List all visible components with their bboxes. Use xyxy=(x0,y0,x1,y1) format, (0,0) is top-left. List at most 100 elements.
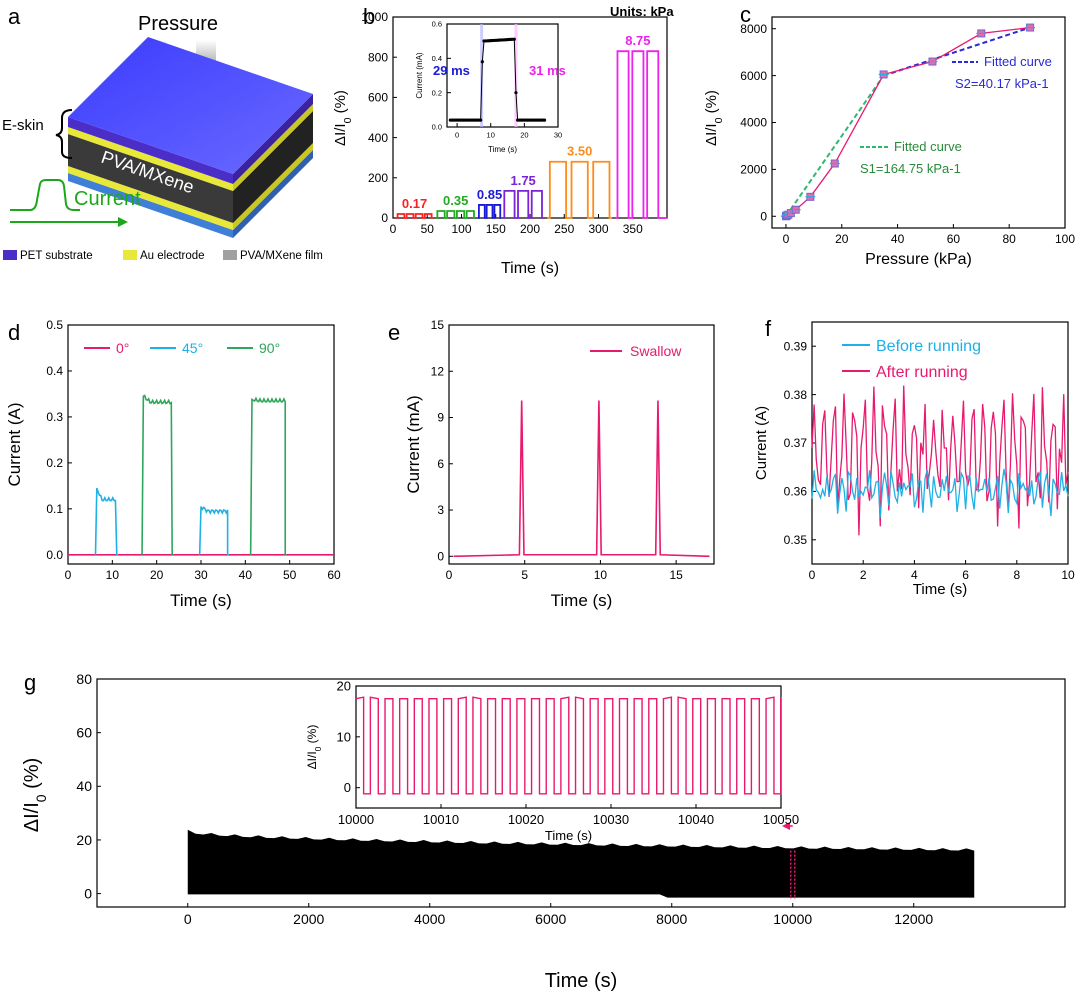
y-tick-label: 20 xyxy=(76,832,92,848)
y-tick-label: 0.5 xyxy=(46,318,63,332)
y-tick-label: 0 xyxy=(381,211,388,225)
legend-swatch-film xyxy=(223,250,237,260)
x-tick-label: 50 xyxy=(283,568,297,582)
inset-data-point xyxy=(542,118,547,122)
y-tick-label: 0.38 xyxy=(784,388,808,402)
current-label: Current xyxy=(74,188,141,210)
legend-label-au: Au electrode xyxy=(140,250,205,262)
y-axis-label: Current (A) xyxy=(753,406,770,480)
x-tick-label: 10000 xyxy=(338,812,374,827)
chart-f: 0 2 4 6 8 10 0.35 0.36 0.37 0.38 0.39 Time (s) Curre… xyxy=(753,321,1075,598)
pressure-step-label: 1.75 xyxy=(510,173,535,188)
inset-y-axis-label: ΔI/I0 (%) xyxy=(305,725,323,770)
chart-e: 0 5 10 15 0 3 6 9 12 15 Time (s) Current (mA) Swallo… xyxy=(404,318,715,610)
y-tick-label: 80 xyxy=(76,671,92,687)
y-axis-label: ΔI/I0 (%) xyxy=(332,90,354,146)
fit1-sensitivity: S1=164.75 kPa-1 xyxy=(860,161,961,176)
pressure-label: Pressure xyxy=(138,13,218,35)
y-tick-label: 40 xyxy=(76,778,92,794)
y-tick-label: 6000 xyxy=(740,69,767,83)
panel-letter-c: c xyxy=(740,2,751,27)
au-bottom-layer xyxy=(68,166,233,230)
x-tick-label: 50 xyxy=(421,222,435,236)
bending-response-segment xyxy=(249,396,287,556)
x-tick-label: 200 xyxy=(520,222,540,236)
x-tick-label: 8000 xyxy=(656,911,687,927)
y-axis-label: Current (mA) xyxy=(415,52,424,99)
y-tick-label: 0.3 xyxy=(46,410,63,424)
chart-g: 0 2000 4000 6000 8000 10000 12000 0 20 40 60 80 Time… xyxy=(21,671,1066,992)
panel-letter-g: g xyxy=(24,670,36,695)
x-tick-label: 10000 xyxy=(773,911,812,927)
plot-frame xyxy=(448,324,715,565)
x-tick-label: 0 xyxy=(446,568,453,582)
bending-response-segment xyxy=(94,487,119,556)
x-tick-label: 15 xyxy=(669,568,683,582)
rise-time-label: 29 ms xyxy=(433,63,470,78)
y-tick-label: 0.0 xyxy=(432,123,442,132)
legend-label: Swallow xyxy=(630,343,682,359)
pressure-step-series xyxy=(615,50,661,219)
legend-label: 90° xyxy=(259,340,280,356)
y-tick-label: 0.4 xyxy=(46,364,63,378)
x-tick-label: 10 xyxy=(1061,568,1075,582)
chart-b: 0 50 100 150 200 250 300 35002004006008001000Ti… xyxy=(332,10,668,277)
x-tick-label: 8 xyxy=(1013,568,1020,582)
panel-letter-b: b xyxy=(363,4,375,29)
y-axis-label: Current (mA) xyxy=(404,395,423,493)
fall-band xyxy=(514,24,518,127)
y-tick-label: 0.1 xyxy=(46,502,63,516)
marker-arrowhead xyxy=(782,822,790,830)
y-tick-label: 1000 xyxy=(361,10,388,24)
x-tick-label: 0 xyxy=(783,232,790,246)
cycling-envelope xyxy=(187,829,975,898)
y-tick-label: 200 xyxy=(368,171,388,185)
plot-frame xyxy=(446,23,559,128)
x-tick-label: 20 xyxy=(835,232,849,246)
x-tick-label: 10 xyxy=(487,131,495,140)
x-axis-label: Pressure (kPa) xyxy=(865,251,972,268)
fit2-sensitivity: S2=40.17 kPa-1 xyxy=(955,76,1049,91)
fit1-legend-label: Fitted curve xyxy=(894,139,962,154)
y-tick-label: 0.6 xyxy=(432,20,442,29)
x-tick-label: 0 xyxy=(65,568,72,582)
x-tick-label: 4 xyxy=(911,568,918,582)
pet-top-surface xyxy=(68,37,313,174)
x-tick-label: 40 xyxy=(891,232,905,246)
x-axis-label: Time (s) xyxy=(545,828,592,843)
x-tick-label: 250 xyxy=(554,222,574,236)
pressure-step-label: 3.50 xyxy=(567,144,592,159)
pressure-step-label: 0.17 xyxy=(402,196,427,211)
x-tick-label: 150 xyxy=(486,222,506,236)
before-running-trace xyxy=(811,468,1069,518)
fit2-legend-label: Fitted curve xyxy=(984,54,1052,69)
x-tick-label: 10 xyxy=(594,568,608,582)
legend-label-pet: PET substrate xyxy=(20,250,93,262)
panel-letter-a: a xyxy=(8,4,21,29)
x-tick-label: 0 xyxy=(184,911,192,927)
x-tick-label: 6 xyxy=(962,568,969,582)
fall-time-label: 31 ms xyxy=(529,63,566,78)
y-tick-label: 0 xyxy=(344,780,351,795)
y-tick-label: 2000 xyxy=(740,163,767,177)
y-tick-label: 15 xyxy=(431,318,445,332)
y-tick-label: 0 xyxy=(84,885,92,901)
y-axis-label: ΔI/I0 (%) xyxy=(703,90,725,146)
y-tick-label: 6 xyxy=(437,457,444,471)
x-tick-label: 10050 xyxy=(763,812,799,827)
y-tick-label: 9 xyxy=(437,411,444,425)
y-tick-label: 0.2 xyxy=(46,456,63,470)
x-tick-label: 60 xyxy=(327,568,341,582)
pressure-step-series xyxy=(396,213,433,219)
x-tick-label: 10010 xyxy=(423,812,459,827)
legend-label: 0° xyxy=(116,340,129,356)
x-axis-label: Time (s) xyxy=(501,260,559,277)
pressure-step-series xyxy=(436,210,476,219)
x-tick-label: 0 xyxy=(809,568,816,582)
x-tick-label: 60 xyxy=(947,232,961,246)
x-tick-label: 2 xyxy=(860,568,867,582)
mxene-film-layer xyxy=(68,134,233,223)
y-tick-label: 3 xyxy=(437,503,444,517)
fitted-curve-1 xyxy=(785,75,885,217)
